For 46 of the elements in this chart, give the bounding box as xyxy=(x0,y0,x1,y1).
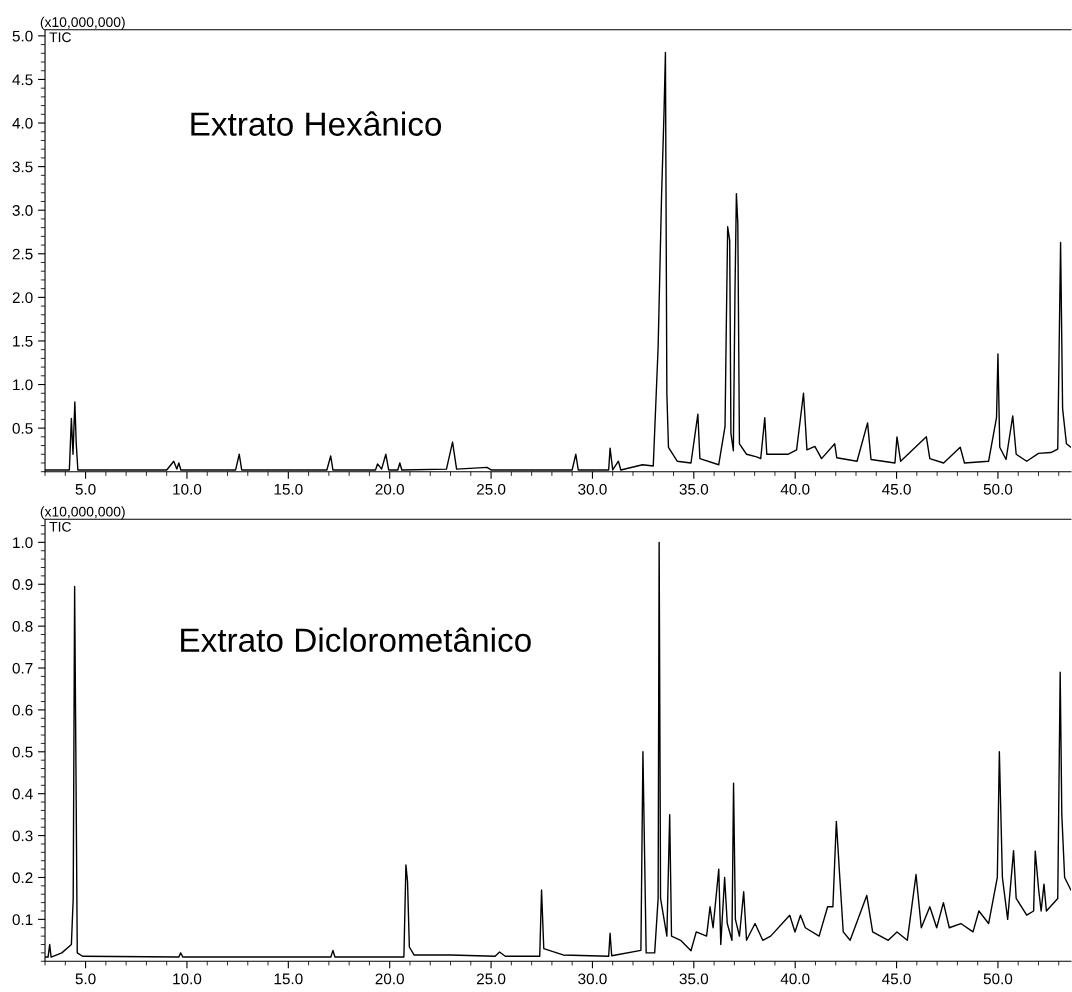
x-tick-label: 5.0 xyxy=(75,973,96,985)
x-tick-label: 45.0 xyxy=(882,973,911,985)
y-tick-label: 2.5 xyxy=(12,248,33,260)
y-axis-title: (x10,000,000) xyxy=(40,16,125,30)
text: Extrato Diclorometânico xyxy=(181,627,531,652)
y-tick-label: 0.5 xyxy=(12,422,33,434)
y-tick-label: 3.5 xyxy=(12,161,33,173)
x-tick-label: 5.0 xyxy=(75,483,96,495)
x-tick-label: 25.0 xyxy=(476,483,506,495)
x-tick-label: 30.0 xyxy=(578,973,607,985)
x-tick-label: 10.0 xyxy=(173,973,202,985)
y-tick-label: 0.5 xyxy=(12,746,33,758)
y-tick-label: 1.0 xyxy=(13,537,33,549)
y-tick-label: 1.0 xyxy=(13,379,33,391)
y-tick-label: 4.5 xyxy=(12,74,33,86)
x-tick-label: 20.0 xyxy=(375,973,404,985)
y-tick-label: 0.7 xyxy=(12,662,33,674)
y-axis-title: (x10,000,000) xyxy=(40,506,125,520)
y-tick-label: 0.9 xyxy=(12,579,33,590)
x-tick-label: 40.0 xyxy=(780,973,810,985)
x-tick-label: 15.0 xyxy=(274,483,303,495)
y-tick-label: 2.0 xyxy=(12,292,33,304)
y-tick-label: 0.3 xyxy=(12,830,33,842)
text: TIC xyxy=(49,32,71,43)
text: Extrato Hexânico xyxy=(191,111,442,136)
x-tick-label: 10.0 xyxy=(173,483,202,495)
x-tick-label: 35.0 xyxy=(679,483,709,495)
x-tick-label: 30.0 xyxy=(578,483,607,495)
x-tick-label: 20.0 xyxy=(375,483,404,495)
x-tick-label: 50.0 xyxy=(983,973,1013,985)
y-tick-label: 0.6 xyxy=(12,704,33,716)
y-tick-label: 5.0 xyxy=(12,30,33,42)
x-tick-label: 40.0 xyxy=(780,483,810,495)
x-tick-label: 25.0 xyxy=(476,973,506,985)
text: TIC xyxy=(49,521,71,532)
y-tick-label: 0.8 xyxy=(12,621,33,632)
y-tick-label: 0.1 xyxy=(12,914,33,926)
y-tick-label: 0.4 xyxy=(12,788,33,800)
y-tick-label: 1.5 xyxy=(13,335,33,347)
y-tick-label: 3.0 xyxy=(12,205,33,216)
x-tick-label: 15.0 xyxy=(274,973,303,985)
x-tick-label: 50.0 xyxy=(983,483,1013,495)
y-tick-label: 4.0 xyxy=(12,117,33,129)
x-tick-label: 45.0 xyxy=(882,483,911,495)
y-tick-label: 0.2 xyxy=(12,872,33,884)
x-tick-label: 35.0 xyxy=(679,973,709,985)
